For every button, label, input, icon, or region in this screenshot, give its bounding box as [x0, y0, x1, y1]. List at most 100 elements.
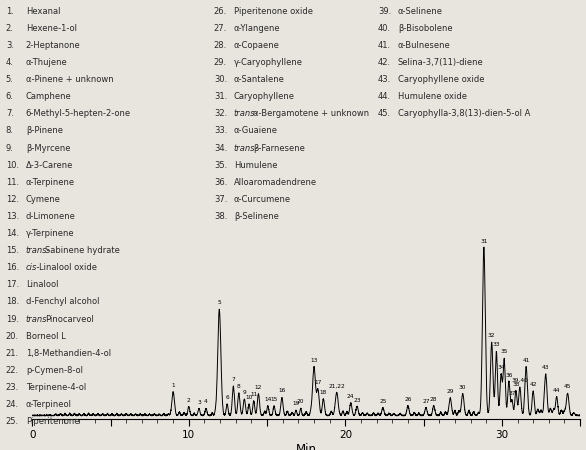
- Text: β-Pinene: β-Pinene: [26, 126, 63, 135]
- Text: 13.: 13.: [6, 212, 19, 221]
- Text: 14: 14: [264, 397, 271, 402]
- Text: 26: 26: [404, 397, 411, 402]
- Text: trans-: trans-: [234, 144, 258, 153]
- Text: Alloaromadendrene: Alloaromadendrene: [234, 178, 317, 187]
- Text: 25: 25: [379, 399, 387, 404]
- Text: 3.: 3.: [6, 41, 14, 50]
- Text: 22.: 22.: [6, 366, 19, 375]
- Text: 32.: 32.: [214, 109, 227, 118]
- Text: 44.: 44.: [378, 92, 391, 101]
- Text: β-Myrcene: β-Myrcene: [26, 144, 70, 153]
- Text: 30.: 30.: [214, 75, 227, 84]
- Text: 12.: 12.: [6, 195, 19, 204]
- Text: 29: 29: [447, 389, 454, 394]
- Text: 34.: 34.: [214, 144, 227, 153]
- Text: Humulene: Humulene: [234, 161, 277, 170]
- Text: 6.: 6.: [6, 92, 14, 101]
- Text: 9: 9: [243, 390, 246, 395]
- Text: d-Fenchyl alcohol: d-Fenchyl alcohol: [26, 297, 99, 306]
- Text: α-Copaene: α-Copaene: [234, 41, 280, 50]
- Text: 24.: 24.: [6, 400, 19, 409]
- Text: 31: 31: [480, 238, 488, 243]
- Text: cis-: cis-: [26, 263, 40, 272]
- Text: 25.: 25.: [6, 417, 19, 426]
- Text: Linalool oxide: Linalool oxide: [39, 263, 97, 272]
- Text: α-Thujene: α-Thujene: [26, 58, 67, 67]
- Text: 27: 27: [422, 399, 430, 404]
- Text: 23: 23: [353, 398, 361, 403]
- Text: β-Selinene: β-Selinene: [234, 212, 279, 221]
- Text: α-Terpineol: α-Terpineol: [26, 400, 71, 409]
- Text: 2.: 2.: [6, 24, 13, 33]
- Text: α-Terpinene: α-Terpinene: [26, 178, 75, 187]
- Text: 21,22: 21,22: [328, 384, 345, 389]
- Text: 23.: 23.: [6, 383, 19, 392]
- Text: 7: 7: [231, 378, 235, 382]
- Text: 7.: 7.: [6, 109, 14, 118]
- Text: 36.: 36.: [214, 178, 227, 187]
- Text: β-Farnesene: β-Farnesene: [253, 144, 305, 153]
- Text: 2: 2: [187, 398, 190, 403]
- Text: 45: 45: [564, 384, 571, 389]
- Text: α-Bergamotene + unknown: α-Bergamotene + unknown: [253, 109, 369, 118]
- Text: 21.: 21.: [6, 349, 19, 358]
- Text: 19: 19: [292, 401, 299, 406]
- Text: Piperitenone: Piperitenone: [26, 417, 79, 426]
- Text: Selina-3,7(11)-diene: Selina-3,7(11)-diene: [398, 58, 483, 67]
- Text: 43: 43: [542, 365, 550, 370]
- Text: 19.: 19.: [6, 315, 19, 324]
- Text: 33: 33: [493, 342, 500, 347]
- Text: 1: 1: [171, 382, 175, 388]
- Text: 32: 32: [488, 333, 495, 338]
- Text: 14.: 14.: [6, 229, 19, 238]
- Text: 17.: 17.: [6, 280, 19, 289]
- Text: p-Cymen-8-ol: p-Cymen-8-ol: [26, 366, 83, 375]
- Text: Piperitenone oxide: Piperitenone oxide: [234, 7, 313, 16]
- Text: 24: 24: [347, 394, 355, 399]
- Text: α-Pinene + unknown: α-Pinene + unknown: [26, 75, 114, 84]
- Text: Pinocarveol: Pinocarveol: [45, 315, 94, 324]
- Text: Sabinene hydrate: Sabinene hydrate: [45, 246, 120, 255]
- Text: trans-: trans-: [234, 109, 258, 118]
- Text: 11.: 11.: [6, 178, 19, 187]
- Text: 28: 28: [430, 397, 438, 402]
- Text: 41.: 41.: [378, 41, 391, 50]
- Text: Humulene oxide: Humulene oxide: [398, 92, 467, 101]
- Text: 26.: 26.: [214, 7, 227, 16]
- Text: 6: 6: [225, 395, 229, 400]
- Text: 39.: 39.: [378, 7, 391, 16]
- Text: Terpinene-4-ol: Terpinene-4-ol: [26, 383, 86, 392]
- Text: 17: 17: [314, 380, 322, 385]
- Text: 11: 11: [250, 392, 257, 397]
- Text: Borneol L: Borneol L: [26, 332, 66, 341]
- Text: 10: 10: [246, 395, 253, 400]
- X-axis label: Min: Min: [296, 443, 316, 450]
- Text: trans-: trans-: [26, 315, 50, 324]
- Text: 31.: 31.: [214, 92, 227, 101]
- Text: 43.: 43.: [378, 75, 391, 84]
- Text: Linalool: Linalool: [26, 280, 58, 289]
- Text: 6-Methyl-5-hepten-2-one: 6-Methyl-5-hepten-2-one: [26, 109, 131, 118]
- Text: Caryophyllene oxide: Caryophyllene oxide: [398, 75, 485, 84]
- Text: 20.: 20.: [6, 332, 19, 341]
- Text: γ-Caryophyllene: γ-Caryophyllene: [234, 58, 303, 67]
- Text: 41: 41: [523, 358, 530, 363]
- Text: 39,40: 39,40: [512, 378, 529, 383]
- Text: 30: 30: [459, 385, 466, 390]
- Text: d-Limonene: d-Limonene: [26, 212, 76, 221]
- Text: 18.: 18.: [6, 297, 19, 306]
- Text: 10.: 10.: [6, 161, 19, 170]
- Text: 34: 34: [498, 365, 505, 370]
- Text: Camphene: Camphene: [26, 92, 71, 101]
- Text: α-Selinene: α-Selinene: [398, 7, 443, 16]
- Text: 27.: 27.: [214, 24, 227, 33]
- Text: 1,8-Methandien-4-ol: 1,8-Methandien-4-ol: [26, 349, 111, 358]
- Text: Caryophyllene: Caryophyllene: [234, 92, 295, 101]
- Text: 16: 16: [278, 388, 285, 393]
- Text: 35: 35: [500, 349, 508, 354]
- Text: α-Curcumene: α-Curcumene: [234, 195, 291, 204]
- Text: 28.: 28.: [214, 41, 227, 50]
- Text: 40.: 40.: [378, 24, 391, 33]
- Text: 29.: 29.: [214, 58, 227, 67]
- Text: 20: 20: [297, 399, 305, 404]
